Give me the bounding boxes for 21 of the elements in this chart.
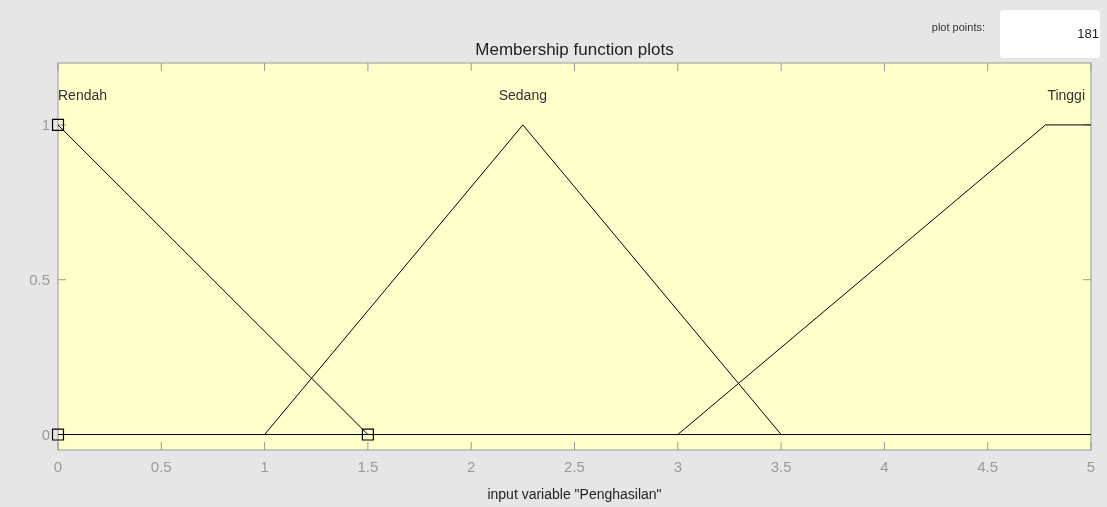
x-tick-label: 0: [53, 458, 63, 475]
series-label: Tinggi: [1047, 86, 1085, 103]
x-tick-label: 2: [467, 458, 476, 475]
text: 181: [1077, 26, 1099, 41]
y-tick-label: 0.5: [29, 270, 50, 288]
y-tick-label: 0: [41, 425, 50, 443]
x-tick-label: 5: [1086, 458, 1096, 475]
chart-title: Membership function plots: [475, 40, 674, 59]
series-label: Rendah: [58, 86, 108, 103]
text: plot points:: [931, 21, 985, 33]
y-tick-label: 1: [41, 115, 50, 133]
x-tick-label: 3.5: [770, 458, 792, 475]
x-tick-label: 1: [260, 458, 269, 475]
x-tick-label: 4.5: [977, 458, 999, 475]
x-tick-label: 2.5: [564, 458, 585, 475]
x-tick-label: 3: [673, 458, 682, 475]
x-tick-label: 1.5: [357, 458, 379, 475]
x-tick-label: 0.5: [150, 458, 172, 475]
x-axis-title: input variable "Penghasilan": [487, 486, 662, 502]
x-tick-label: 4: [880, 458, 889, 475]
text: Sedang: [498, 86, 547, 103]
